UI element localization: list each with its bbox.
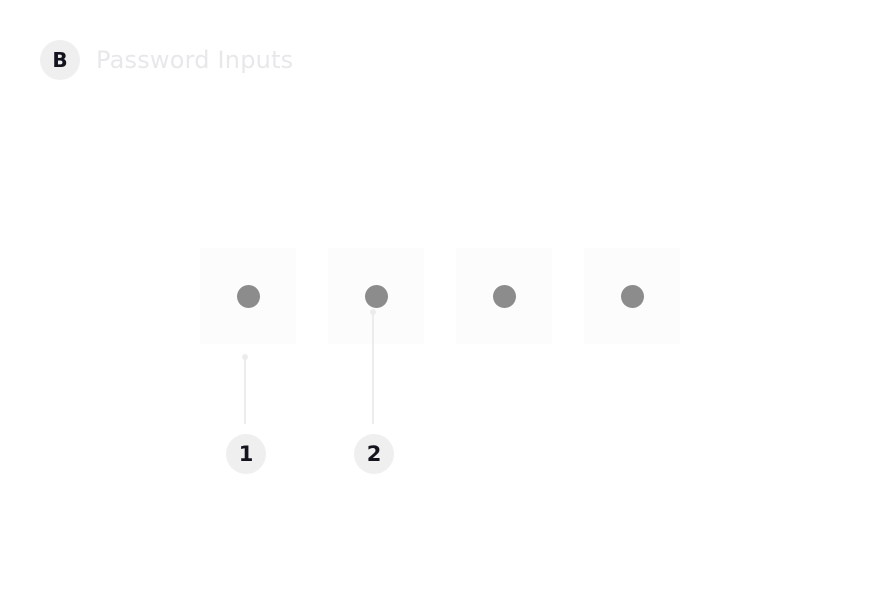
pin-box-3[interactable] [456, 248, 552, 344]
masked-dot-icon [364, 284, 388, 308]
annotation-2-connector [372, 313, 374, 424]
annotation-1-connector [244, 358, 246, 424]
annotation-1-connector-tip [242, 354, 248, 360]
section-badge: B [40, 40, 80, 80]
pin-box-2[interactable] [328, 248, 424, 344]
masked-dot-icon [492, 284, 516, 308]
annotation-badge-2: 2 [354, 434, 394, 474]
annotation-badge-1: 1 [226, 434, 266, 474]
pin-box-1[interactable] [200, 248, 296, 344]
masked-dot-icon [236, 284, 260, 308]
masked-dot-icon [620, 284, 644, 308]
pin-box-4[interactable] [584, 248, 680, 344]
annotation-2-connector-tip [370, 309, 376, 315]
section-title: Password Inputs [96, 46, 294, 74]
password-pin-row [200, 248, 680, 344]
section-header: B Password Inputs [40, 40, 293, 80]
